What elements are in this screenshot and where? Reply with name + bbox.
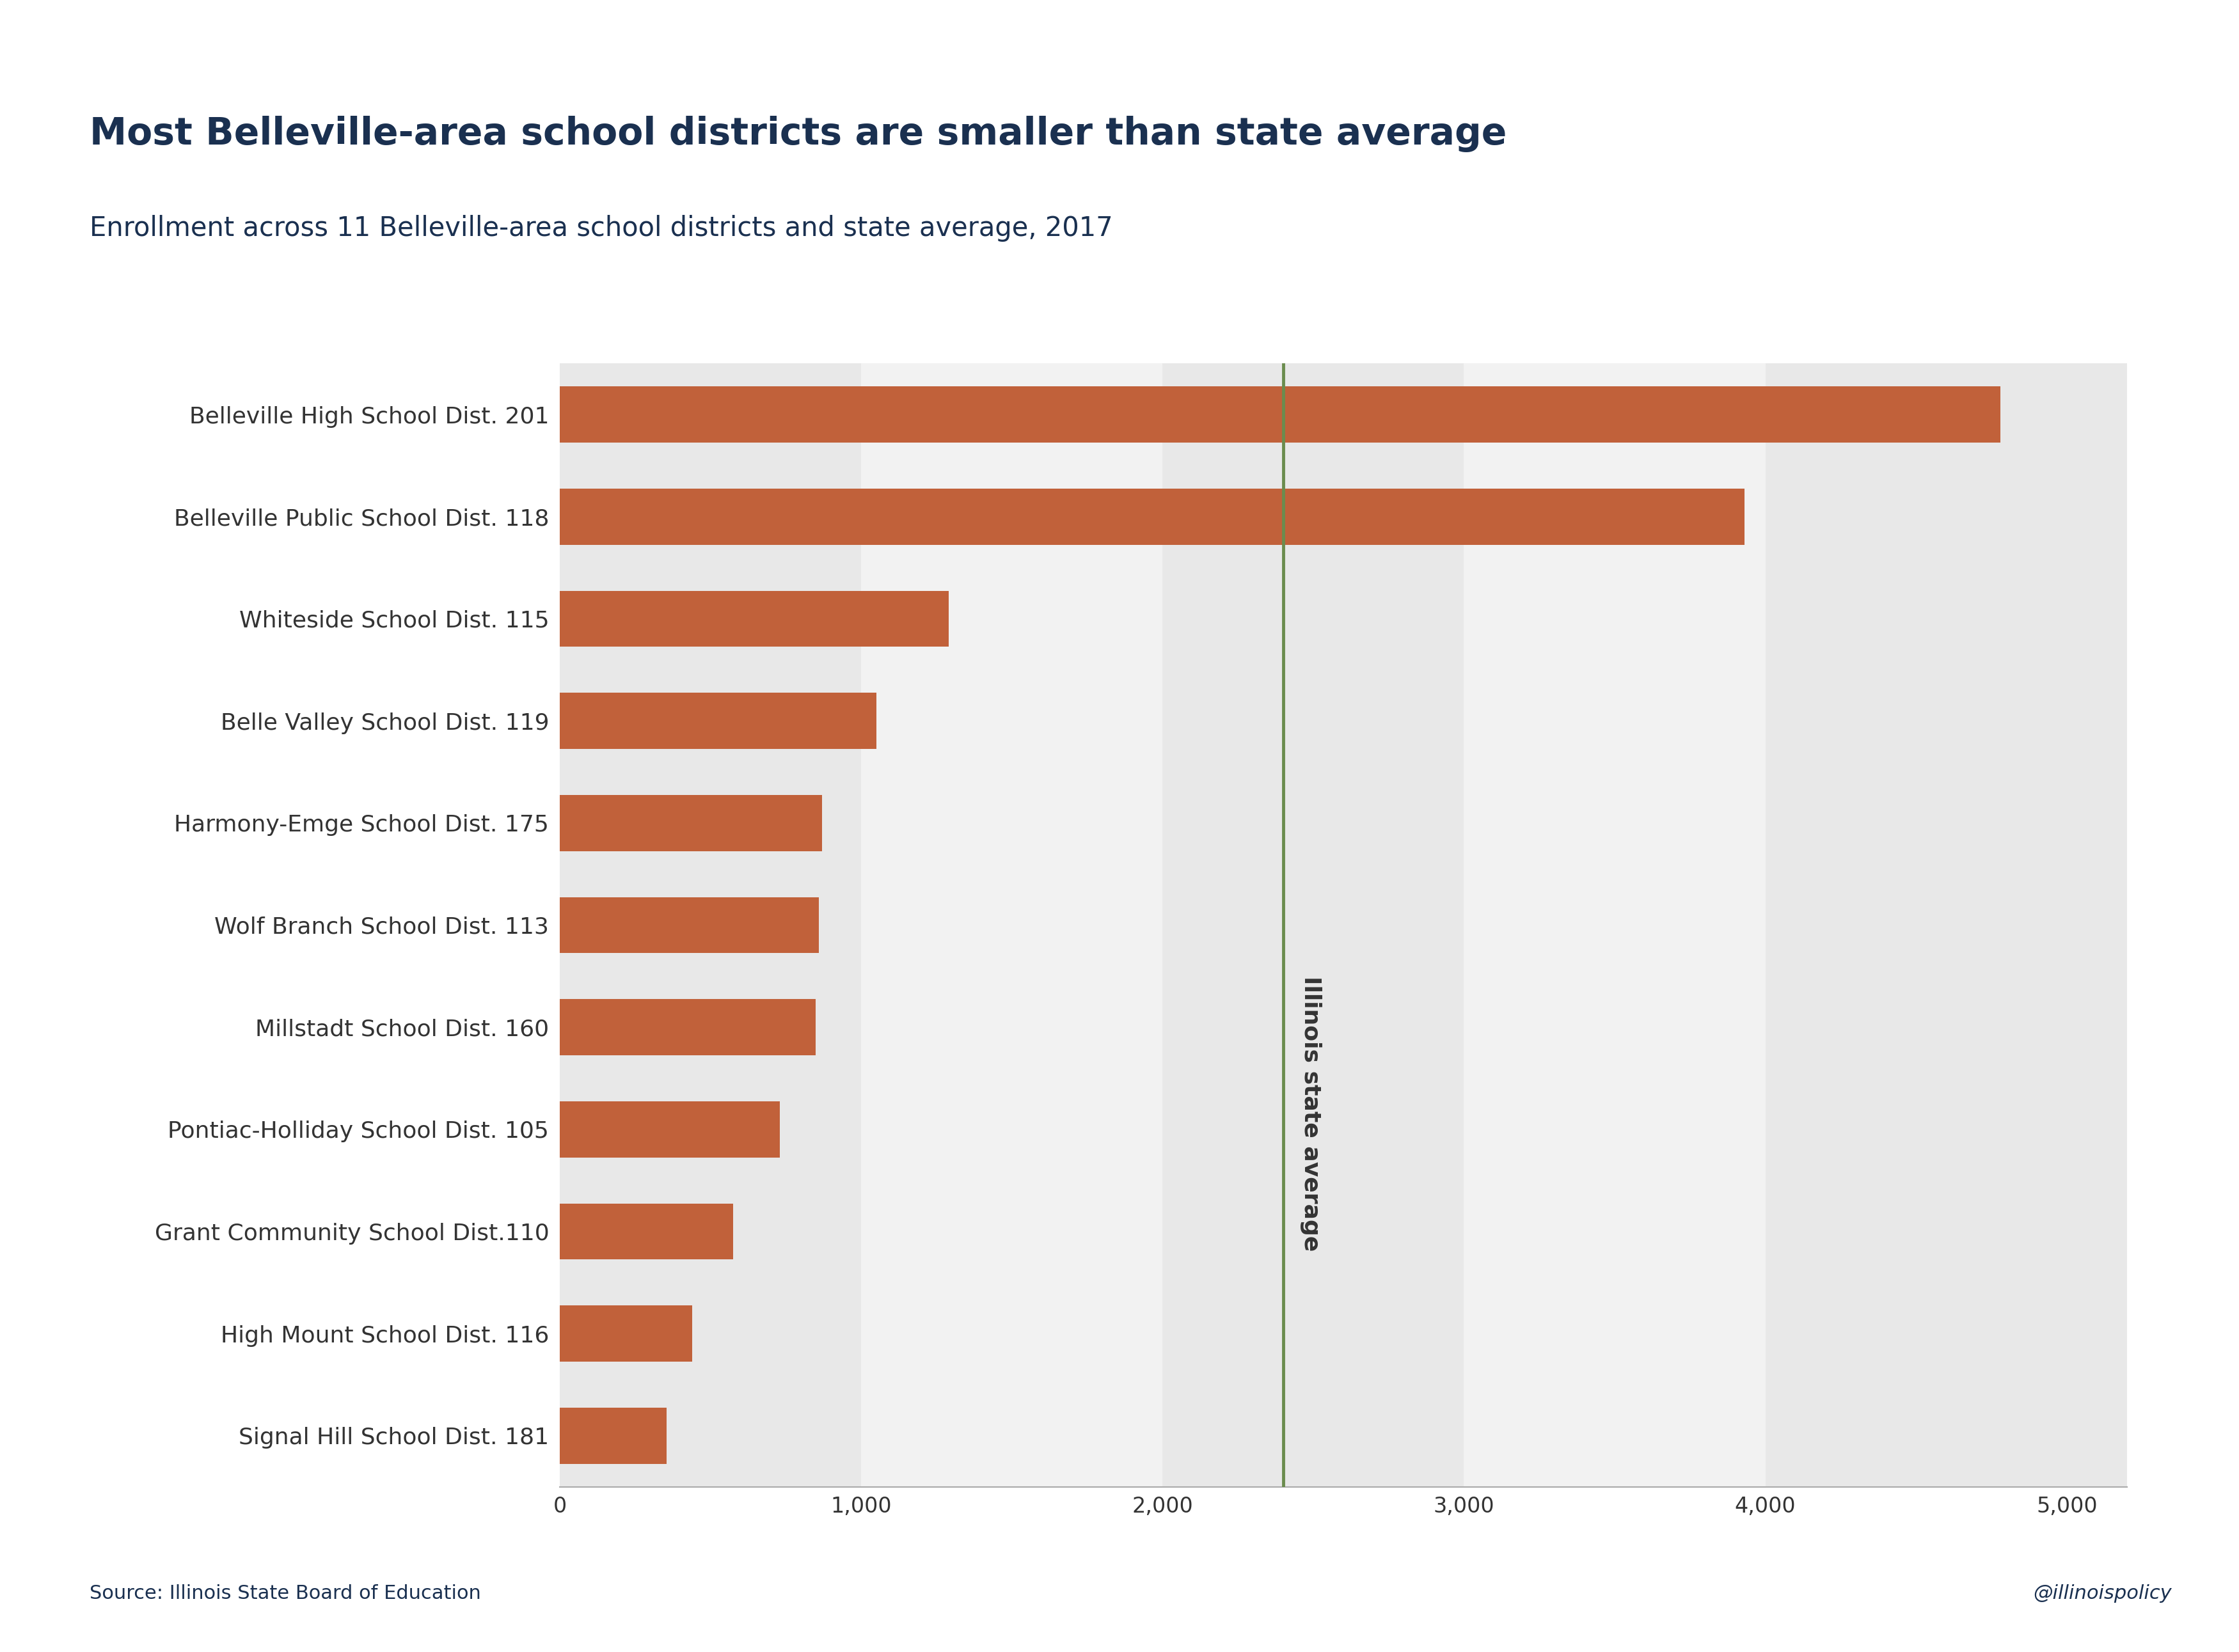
Text: @illinoispolicy: @illinoispolicy [2033,1584,2172,1602]
Bar [560,363,862,1487]
Bar [560,591,949,648]
Bar [560,1305,692,1361]
Bar [862,363,1162,1487]
Bar [560,692,875,748]
Bar [560,795,822,851]
Bar [1764,363,2127,1487]
Bar [560,387,1999,443]
Text: Most Belleville-area school districts are smaller than state average: Most Belleville-area school districts ar… [90,116,1507,152]
Text: Enrollment across 11 Belleville-area school districts and state average, 2017: Enrollment across 11 Belleville-area sch… [90,215,1113,241]
Bar [560,897,819,953]
Text: Source: Illinois State Board of Education: Source: Illinois State Board of Educatio… [90,1584,481,1602]
Bar [560,1203,732,1259]
Bar [560,1102,779,1158]
Bar [1464,363,1764,1487]
Bar [1162,363,1464,1487]
Bar [560,1408,667,1464]
Bar [560,489,1744,545]
Text: Illinois state average: Illinois state average [1299,976,1321,1252]
Bar [560,999,815,1056]
